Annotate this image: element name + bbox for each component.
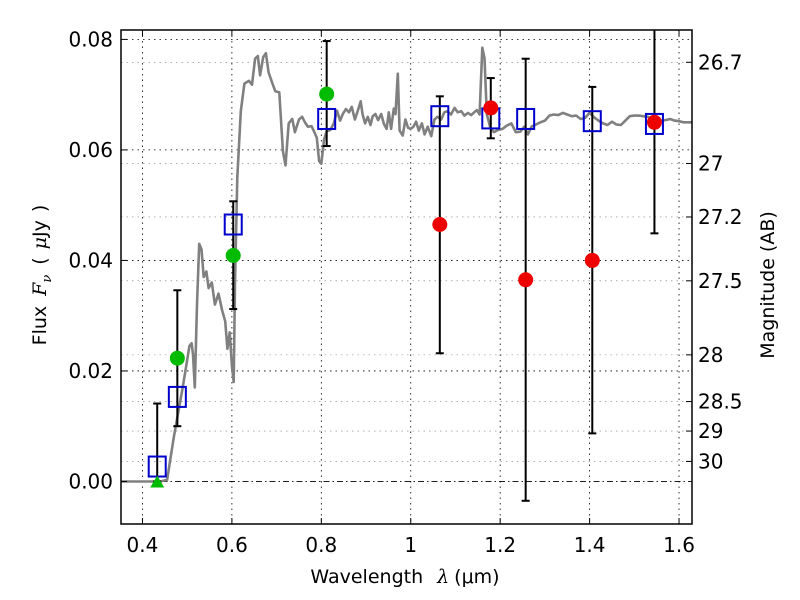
right-tick-label: 27.2 bbox=[698, 205, 743, 229]
right-tick-label: 27 bbox=[698, 151, 723, 175]
right-tick-label: 29 bbox=[698, 419, 723, 443]
model-square-point bbox=[644, 112, 664, 135]
x-tick-label: 0.6 bbox=[216, 533, 248, 557]
green-circle-point bbox=[169, 350, 185, 366]
x-tick-label: 1.6 bbox=[663, 533, 695, 557]
model-square-point bbox=[223, 213, 243, 236]
x-tick-label: 1 bbox=[404, 533, 417, 557]
x-tick-label: 1.2 bbox=[484, 533, 516, 557]
x-tick-label: 0.4 bbox=[127, 533, 159, 557]
y-tick-label: 0.06 bbox=[68, 138, 113, 162]
right-tick-label: 28 bbox=[698, 343, 723, 367]
error-bar bbox=[153, 402, 162, 483]
model-square-point bbox=[582, 110, 602, 133]
y-tick-label: 0.04 bbox=[68, 248, 113, 272]
red-circle-point bbox=[518, 272, 534, 288]
model-square-point bbox=[317, 107, 337, 130]
x-tick-label: 1.4 bbox=[574, 533, 606, 557]
right-axis-label: Magnitude (AB) bbox=[757, 211, 779, 359]
plot-area bbox=[121, 30, 692, 502]
y-axis-label: FluxFν(μJy) bbox=[29, 205, 55, 346]
red-circle-point bbox=[483, 100, 499, 116]
red-circle-point bbox=[584, 252, 600, 268]
y-tick-label: 0.00 bbox=[68, 469, 113, 493]
x-axis-label: Wavelength λ (μm) bbox=[310, 566, 499, 588]
y-tick-label: 0.08 bbox=[68, 27, 113, 51]
green-circle-point bbox=[319, 86, 335, 102]
green-triangle-point bbox=[150, 475, 165, 488]
y-tick-label: 0.02 bbox=[68, 359, 113, 383]
right-tick-label: 26.7 bbox=[698, 50, 743, 74]
model-square-point bbox=[167, 385, 187, 408]
red-circle-point bbox=[646, 114, 662, 130]
model-square-point bbox=[516, 107, 536, 130]
red-circle-point bbox=[432, 217, 448, 233]
x-tick-label: 0.8 bbox=[305, 533, 337, 557]
right-tick-label: 28.5 bbox=[698, 390, 743, 414]
model-square-point bbox=[430, 105, 450, 128]
plot-frame bbox=[120, 29, 693, 525]
axis-ticks: 0.4 0.6 0.8 1 1.2 1.4 1.6 0.00 0.02 0.04 0.06 0.08 2… bbox=[68, 27, 742, 557]
spectrum-line bbox=[121, 46, 692, 483]
green-circle-point bbox=[225, 247, 241, 263]
right-tick-label: 30 bbox=[698, 449, 723, 473]
right-tick-label: 27.5 bbox=[698, 269, 743, 293]
